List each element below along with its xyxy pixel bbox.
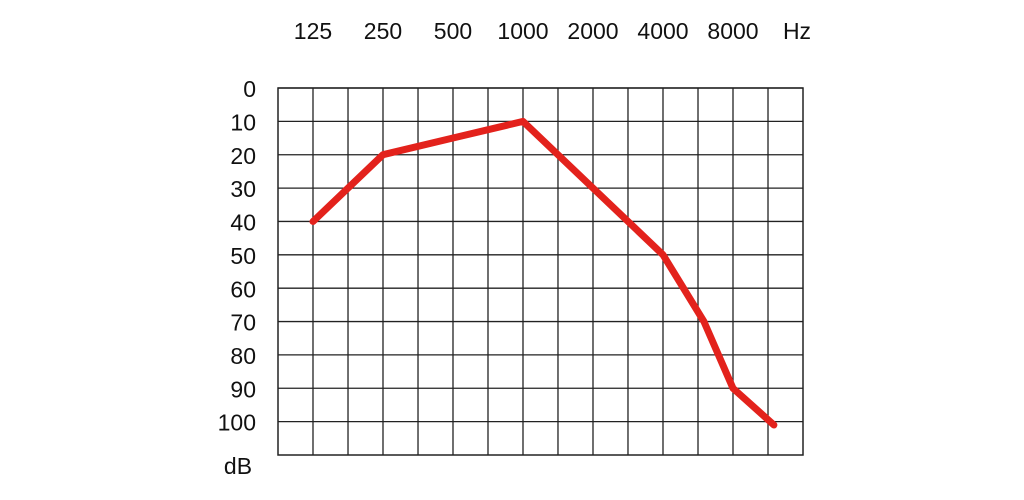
y-tick-label: 30	[230, 176, 256, 202]
x-tick-label: 250	[364, 18, 402, 44]
x-tick-label: 125	[294, 18, 332, 44]
y-tick-label: 50	[230, 243, 256, 269]
y-tick-label: 80	[230, 343, 256, 369]
y-tick-label: 90	[230, 376, 256, 402]
y-unit-label: dB	[224, 453, 252, 479]
y-tick-label: 60	[230, 276, 256, 302]
data-line	[309, 117, 778, 429]
y-tick-label: 100	[218, 410, 256, 436]
plot-frame	[277, 87, 804, 456]
y-tick-label: 40	[230, 210, 256, 236]
x-unit-label: Hz	[783, 18, 811, 44]
x-tick-label: 2000	[567, 18, 618, 44]
y-tick-label: 70	[230, 310, 256, 336]
y-tick-label: 10	[230, 109, 256, 135]
x-tick-label: 4000	[637, 18, 688, 44]
x-tick-label: 500	[434, 18, 472, 44]
y-tick-label: 20	[230, 143, 256, 169]
x-tick-label: 8000	[707, 18, 758, 44]
x-tick-label: 1000	[497, 18, 548, 44]
y-tick-label: 0	[243, 76, 256, 102]
